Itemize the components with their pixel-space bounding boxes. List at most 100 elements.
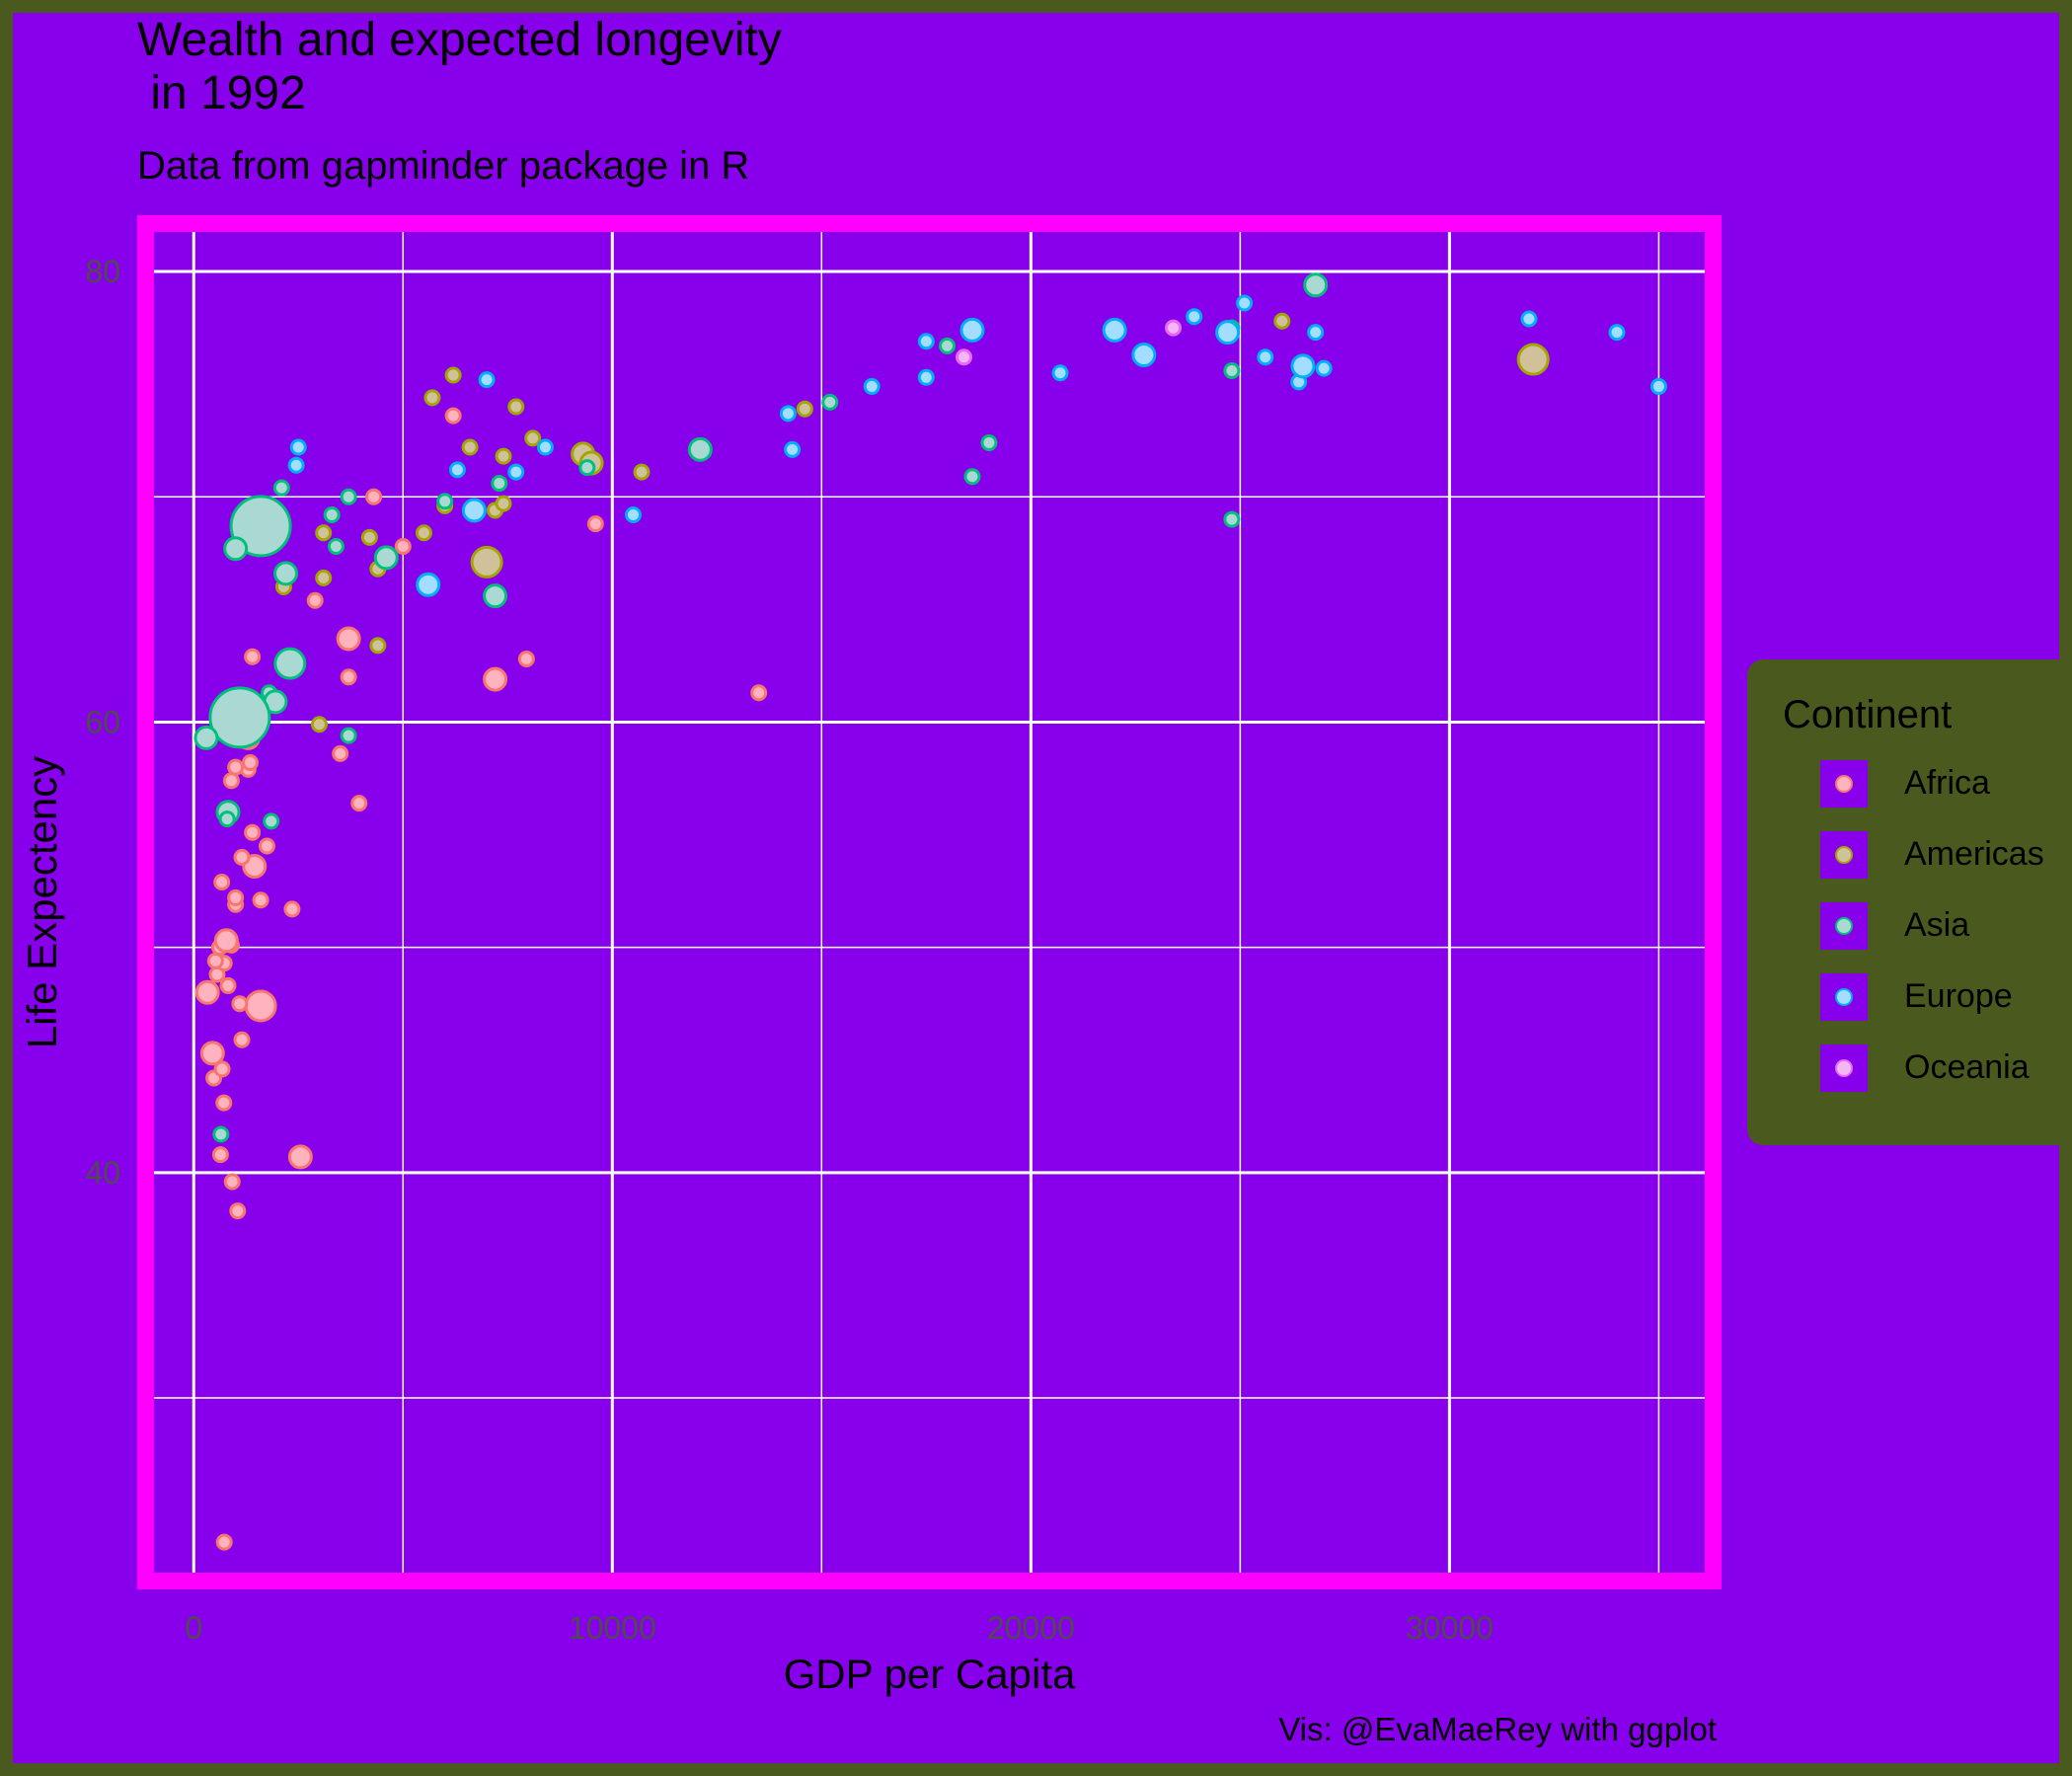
data-point bbox=[461, 438, 479, 456]
legend-key-europe bbox=[1820, 973, 1868, 1021]
data-point bbox=[750, 684, 768, 702]
data-point bbox=[507, 463, 525, 481]
legend-item-oceania: Oceania bbox=[1775, 1033, 2071, 1104]
data-point bbox=[213, 928, 239, 954]
legend-label-asia: Asia bbox=[1904, 906, 1970, 944]
y-tick-label: 60 bbox=[85, 704, 120, 739]
data-point bbox=[1215, 320, 1241, 346]
data-point bbox=[1131, 342, 1157, 367]
data-point bbox=[394, 537, 412, 555]
data-point bbox=[687, 436, 713, 462]
series-americas bbox=[274, 312, 1550, 734]
data-point bbox=[233, 1031, 251, 1048]
data-point bbox=[315, 524, 333, 542]
legend-keys: Africa Americas Asia Europe Oceania bbox=[1775, 748, 2044, 1123]
data-point bbox=[272, 479, 290, 497]
data-point bbox=[1650, 377, 1667, 395]
data-point bbox=[1608, 324, 1626, 342]
data-point bbox=[1257, 348, 1274, 366]
data-point bbox=[416, 572, 441, 597]
data-point bbox=[227, 758, 245, 776]
data-point bbox=[470, 545, 503, 579]
data-point bbox=[241, 754, 259, 772]
legend-dot bbox=[1835, 775, 1853, 793]
data-point bbox=[821, 393, 839, 411]
legend-dot bbox=[1835, 846, 1853, 864]
data-point bbox=[273, 561, 299, 586]
data-point bbox=[784, 440, 802, 458]
series-africa bbox=[194, 407, 768, 1551]
data-point bbox=[1051, 364, 1069, 382]
data-point bbox=[1290, 353, 1316, 379]
data-point bbox=[244, 823, 262, 841]
chart-title: Wealth and expected longevity in 1992 bbox=[137, 14, 782, 119]
data-point bbox=[980, 433, 998, 451]
data-point bbox=[199, 1041, 225, 1066]
series-europe bbox=[287, 294, 1667, 597]
data-point bbox=[194, 979, 220, 1005]
data-point bbox=[289, 438, 307, 456]
legend-key-asia bbox=[1820, 902, 1868, 950]
data-point bbox=[1273, 312, 1291, 330]
data-point bbox=[215, 1094, 233, 1112]
data-point bbox=[1102, 317, 1127, 343]
data-point bbox=[917, 333, 935, 350]
x-tick-label: 30000 bbox=[1406, 1610, 1494, 1646]
data-point bbox=[578, 459, 596, 477]
data-point bbox=[340, 668, 357, 686]
data-point bbox=[491, 475, 508, 493]
data-point bbox=[206, 952, 224, 969]
legend-key-africa bbox=[1820, 760, 1868, 808]
data-point bbox=[796, 400, 813, 418]
data-point bbox=[350, 795, 368, 812]
data-point bbox=[212, 1125, 230, 1143]
data-point bbox=[223, 536, 249, 562]
legend-label-europe: Europe bbox=[1904, 977, 2013, 1015]
data-point bbox=[863, 377, 881, 395]
data-point bbox=[495, 447, 512, 465]
legend-label-oceania: Oceania bbox=[1904, 1048, 2030, 1086]
data-point bbox=[524, 429, 542, 447]
data-point bbox=[287, 456, 305, 474]
data-point bbox=[373, 545, 399, 571]
data-point bbox=[229, 495, 292, 558]
data-point bbox=[223, 1173, 241, 1191]
x-tick-label: 20000 bbox=[987, 1610, 1075, 1646]
data-point bbox=[536, 438, 554, 456]
data-point bbox=[211, 1146, 229, 1164]
data-point bbox=[219, 976, 237, 994]
legend-item-africa: Africa bbox=[1775, 748, 2071, 819]
data-point bbox=[436, 493, 454, 510]
legend: Continent Africa Americas Asia Europe Oc… bbox=[1747, 659, 2072, 1145]
axis-labels: 0 10000 20000 30000 40 60 80 GDP per Capita Life… bbox=[19, 254, 1494, 1697]
chart-caption: Vis: @EvaMaeRey with ggplot bbox=[1278, 1711, 1717, 1747]
data-point bbox=[218, 811, 236, 828]
data-point bbox=[495, 495, 512, 512]
data-point bbox=[939, 337, 957, 354]
data-point bbox=[1223, 361, 1241, 379]
panel-border bbox=[137, 215, 1722, 1589]
data-point bbox=[586, 515, 604, 533]
legend-label-americas: Americas bbox=[1904, 835, 2044, 873]
data-point bbox=[208, 686, 271, 749]
data-point bbox=[963, 468, 981, 486]
data-point bbox=[633, 463, 651, 481]
legend-key-oceania bbox=[1820, 1044, 1868, 1092]
data-point bbox=[507, 398, 525, 416]
data-point bbox=[461, 498, 487, 523]
data-point bbox=[955, 348, 972, 366]
data-point bbox=[478, 371, 496, 389]
data-point bbox=[340, 488, 357, 505]
x-axis-title: GDP per Capita bbox=[784, 1651, 1076, 1697]
data-point bbox=[1186, 308, 1203, 326]
legend-title: Continent bbox=[1783, 693, 1953, 736]
data-point bbox=[227, 888, 245, 906]
data-point bbox=[213, 873, 231, 890]
data-point bbox=[332, 744, 349, 762]
data-point bbox=[231, 995, 249, 1013]
data-point bbox=[483, 666, 508, 692]
data-point bbox=[244, 989, 277, 1023]
data-point bbox=[327, 537, 345, 555]
